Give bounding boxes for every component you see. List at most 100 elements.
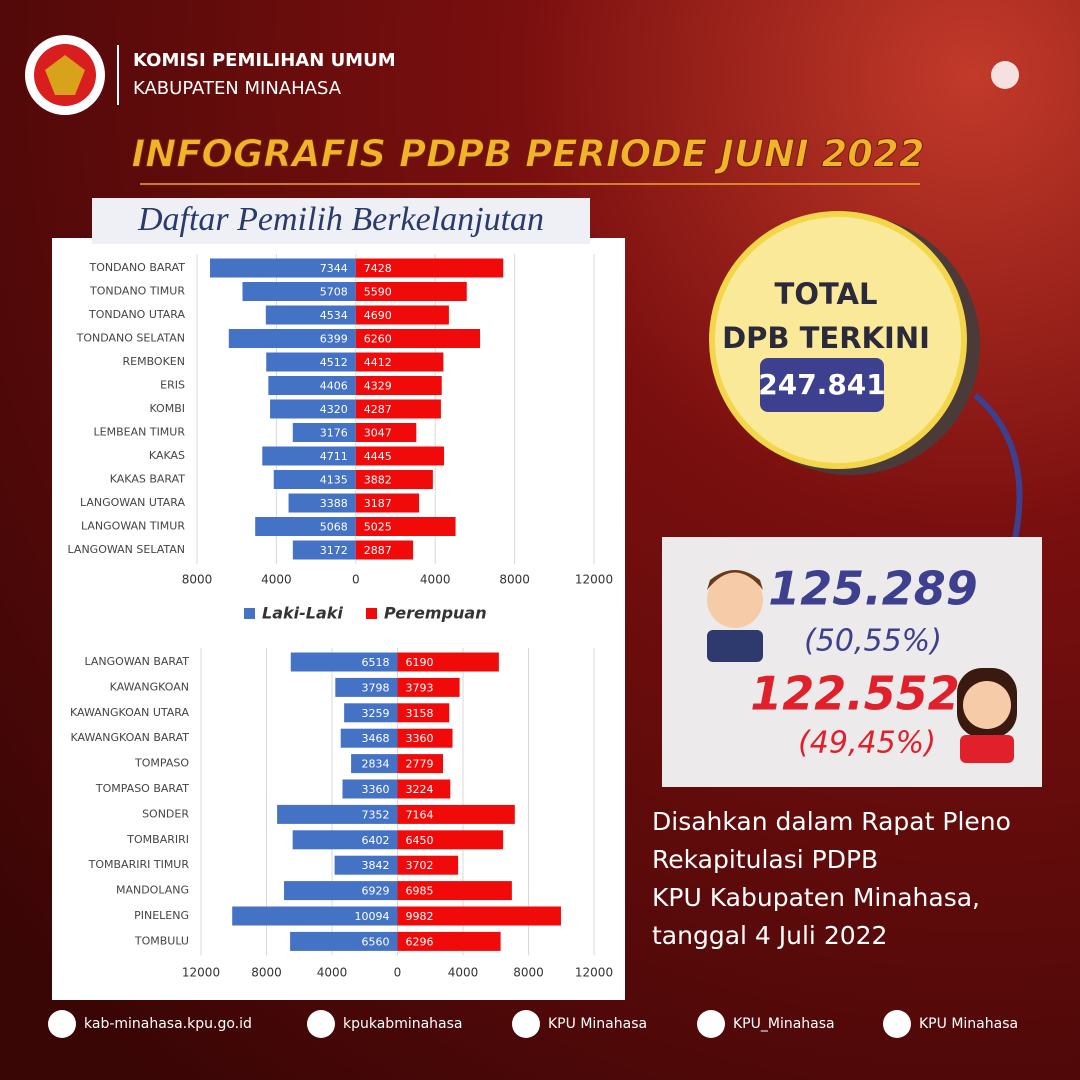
charts: 8000 4000 0 4000 8000 12000 TONDANO BARAT 7344 7… [68, 254, 613, 980]
x-tick-label: 12000 [575, 573, 613, 587]
x-tick-label: 0 [352, 573, 360, 587]
bar [355, 399, 441, 419]
data-label: 3172 [320, 544, 348, 557]
male-count: 125.289 [768, 562, 978, 616]
bar [292, 423, 356, 442]
data-label: 7352 [362, 808, 390, 821]
male-body [707, 630, 763, 662]
footer-link[interactable]: kab-minahasa.kpu.go.id [84, 1016, 252, 1032]
footer-icon[interactable] [48, 1010, 76, 1038]
data-label: 4320 [320, 403, 348, 416]
bar [290, 652, 398, 672]
data-label: 4711 [320, 450, 348, 463]
bar [340, 728, 398, 748]
x-tick-label: 0 [394, 966, 402, 980]
data-label: 6518 [362, 656, 390, 669]
bar [210, 258, 356, 278]
x-tick-label: 8000 [513, 966, 544, 980]
bar [355, 258, 504, 278]
data-label: 3259 [362, 707, 390, 720]
male-hair [707, 570, 763, 590]
data-label: 3224 [406, 783, 434, 796]
category-label: SONDER [142, 807, 189, 820]
category-label: TOMPASO BARAT [95, 782, 189, 795]
bar [273, 470, 356, 489]
footer-icon[interactable] [697, 1010, 725, 1038]
data-label: 7428 [364, 262, 392, 275]
total-value-box [760, 358, 884, 412]
note-line: KPU Kabupaten Minahasa, [652, 883, 980, 912]
bar [355, 517, 456, 536]
footer-link[interactable]: KPU Minahasa [548, 1016, 647, 1032]
x-tick-label: 8000 [251, 966, 282, 980]
bar [334, 855, 398, 875]
data-label: 5590 [364, 286, 392, 299]
total-label: TOTAL [775, 277, 878, 311]
legend-label: Laki-Laki [262, 604, 343, 623]
data-label: 4329 [364, 380, 392, 393]
bar [355, 352, 444, 372]
male-icon [707, 572, 763, 628]
data-label: 10094 [355, 910, 390, 923]
bar [342, 779, 398, 799]
data-label: 3842 [362, 859, 390, 872]
data-label: 4135 [320, 474, 348, 487]
category-label: REMBOKEN [123, 355, 186, 368]
data-label: 3176 [320, 427, 348, 440]
bar [355, 423, 417, 442]
data-label: 6402 [362, 834, 390, 847]
data-label: 4287 [364, 403, 392, 416]
bar [344, 703, 398, 723]
bar [265, 305, 356, 325]
bar [355, 376, 442, 395]
data-label: 6190 [406, 656, 434, 669]
bar [397, 804, 515, 824]
bar [255, 517, 356, 536]
category-label: LEMBEAN TIMUR [94, 426, 186, 439]
subtitle: Daftar Pemilih Berkelanjutan [137, 201, 544, 238]
data-label: 6399 [320, 333, 348, 346]
data-label: 3882 [364, 474, 392, 487]
subtitle-box [92, 198, 590, 244]
footer-link[interactable]: kpukabminahasa [343, 1016, 463, 1032]
bar [355, 540, 414, 560]
data-label: 4412 [364, 356, 392, 369]
data-label: 3158 [406, 707, 434, 720]
category-label: LANGOWAN BARAT [85, 655, 190, 668]
legend-swatch [244, 608, 255, 619]
header-region: KABUPATEN MINAHASA [133, 78, 342, 99]
category-label: LANGOWAN SELATAN [68, 543, 185, 556]
category-label: KAKAS BARAT [110, 473, 186, 486]
footer-icon[interactable] [512, 1010, 540, 1038]
category-label: KOMBI [149, 402, 185, 415]
bar [355, 282, 467, 301]
arrow [973, 392, 1023, 561]
footer-icon[interactable] [883, 1010, 911, 1038]
footer-link[interactable]: KPU Minahasa [919, 1016, 1018, 1032]
bar [397, 703, 450, 723]
data-label: 4690 [364, 309, 392, 322]
bar [397, 931, 501, 951]
category-label: TOMBARIRI TIMUR [88, 858, 190, 871]
x-tick-label: 8000 [499, 573, 530, 587]
x-tick-label: 12000 [575, 966, 613, 980]
note-line: Rekapitulasi PDPB [652, 845, 878, 874]
data-label: 6450 [406, 834, 434, 847]
light-flare [991, 61, 1019, 89]
bar [397, 754, 444, 774]
bar [335, 677, 398, 697]
bar [355, 305, 449, 325]
category-label: ERIS [160, 379, 185, 392]
category-label: TOMBULU [134, 934, 189, 947]
footer-link[interactable]: KPU_Minahasa [733, 1016, 835, 1032]
data-label: 3798 [362, 681, 390, 694]
legend-swatch [366, 608, 377, 619]
category-label: MANDOLANG [116, 884, 189, 897]
footer-icon[interactable] [307, 1010, 335, 1038]
x-tick-label: 4000 [420, 573, 451, 587]
data-label: 4512 [320, 356, 348, 369]
data-label: 5068 [320, 521, 348, 534]
data-label: 6929 [362, 885, 390, 898]
category-label: TONDANO BARAT [89, 261, 186, 274]
data-label: 3360 [406, 732, 434, 745]
